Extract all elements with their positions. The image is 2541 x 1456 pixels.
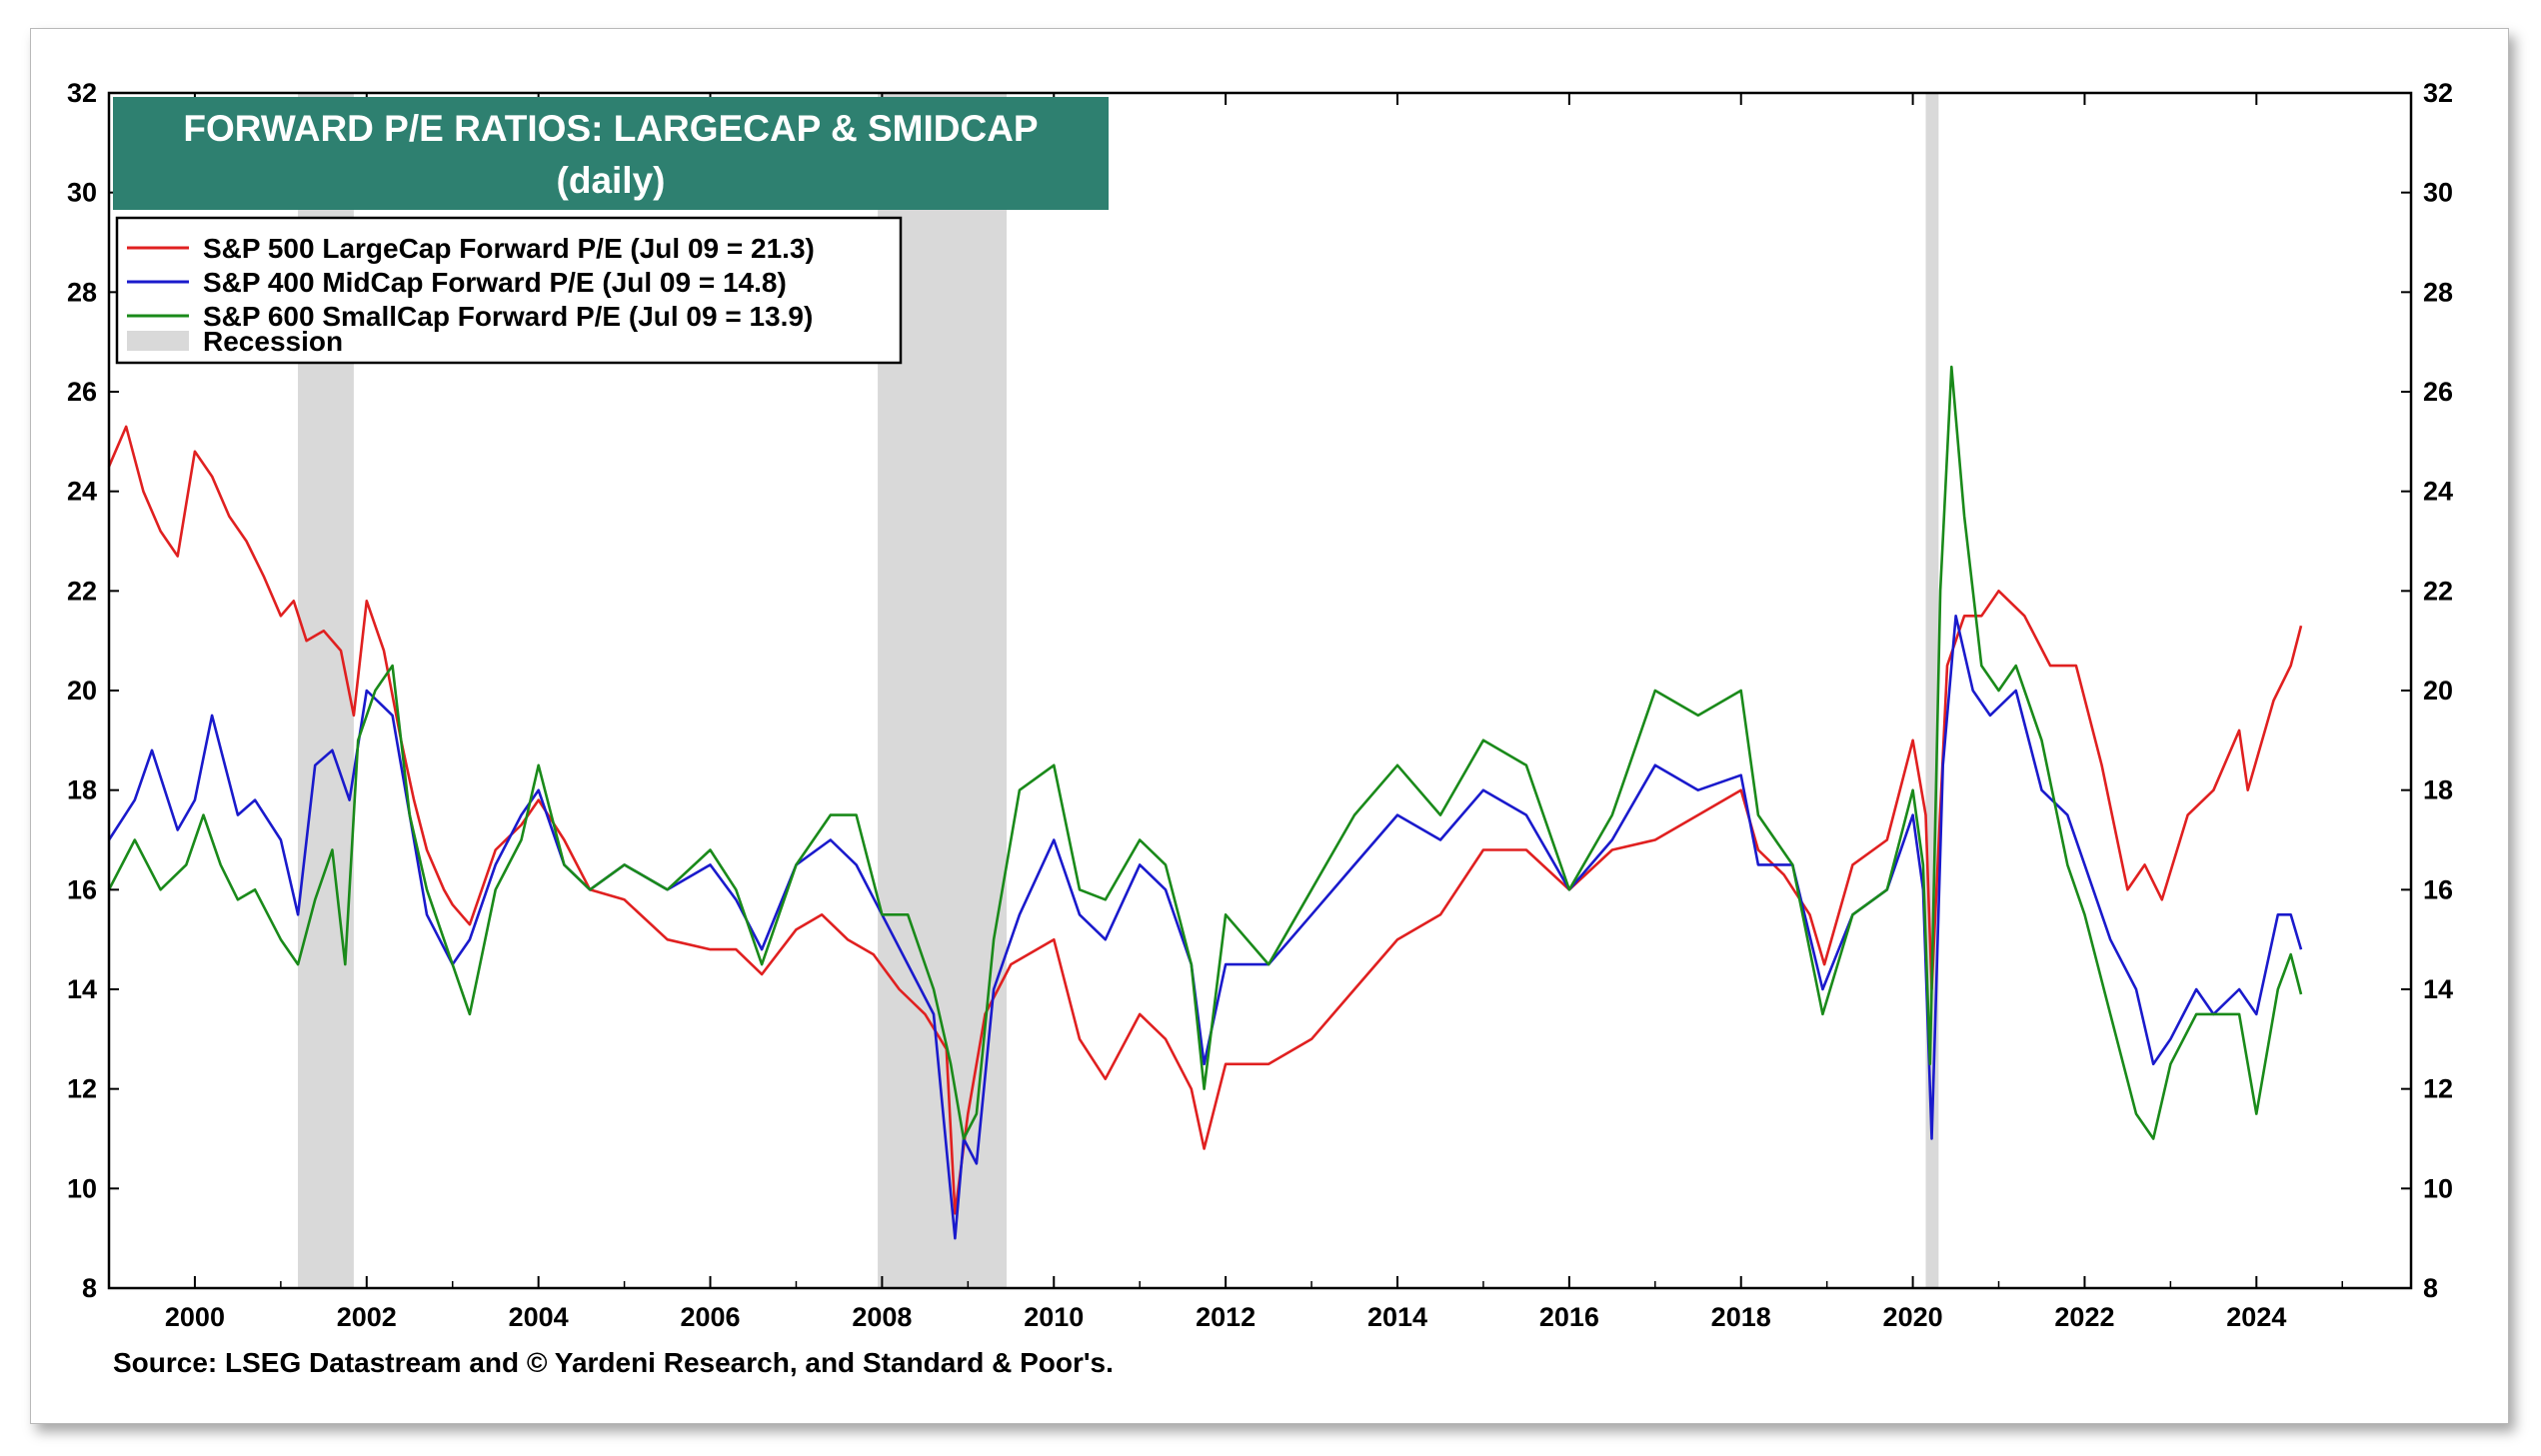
y-tick-label-right: 10 <box>2423 1173 2453 1203</box>
y-tick-label-left: 26 <box>67 377 97 407</box>
x-tick-label: 2010 <box>1024 1302 1084 1332</box>
y-tick-label-right: 28 <box>2423 277 2453 307</box>
y-tick-label-right: 30 <box>2423 178 2453 208</box>
x-tick-label: 2002 <box>337 1302 397 1332</box>
legend-label-2: S&P 400 MidCap Forward P/E (Jul 09 = 14.… <box>203 267 787 298</box>
legend-label-recession: Recession <box>203 326 343 357</box>
x-tick-label: 2014 <box>1367 1302 1427 1332</box>
series-line-2 <box>107 615 2303 1240</box>
y-tick-label-left: 14 <box>67 974 97 1004</box>
series-line-1 <box>107 425 2303 1215</box>
legend: S&P 500 LargeCap Forward P/E (Jul 09 = 2… <box>115 216 903 365</box>
y-tick-label-left: 12 <box>67 1074 97 1104</box>
y-tick-label-right: 14 <box>2423 974 2453 1004</box>
y-tick-label-right: 32 <box>2423 78 2453 108</box>
y-tick-label-left: 28 <box>67 277 97 307</box>
x-tick-label: 2006 <box>680 1302 740 1332</box>
y-tick-label-left: 30 <box>67 178 97 208</box>
y-tick-label-right: 12 <box>2423 1074 2453 1104</box>
y-tick-label-right: 22 <box>2423 576 2453 606</box>
y-tick-label-left: 24 <box>67 477 97 507</box>
title-box: FORWARD P/E RATIOS: LARGECAP & SMIDCAP (… <box>113 97 1109 210</box>
series-line-3 <box>107 365 2303 1140</box>
y-tick-label-right: 20 <box>2423 676 2453 706</box>
chart-frame: 8 8 10 10 12 12 14 14 16 16 18 18 20 20 22 22 24 24 26 26 28… <box>30 28 2509 1424</box>
x-tick-label: 2016 <box>1539 1302 1599 1332</box>
chart-title: FORWARD P/E RATIOS: LARGECAP & SMIDCAP <box>183 108 1038 149</box>
y-tick-label-right: 16 <box>2423 874 2453 904</box>
y-tick-label-right: 18 <box>2423 775 2453 805</box>
x-tick-label: 2004 <box>509 1302 569 1332</box>
chart-subtitle: (daily) <box>557 160 666 201</box>
y-tick-label-right: 24 <box>2423 477 2453 507</box>
x-tick-label: 2018 <box>1711 1302 1771 1332</box>
x-tick-label: 2020 <box>1883 1302 1943 1332</box>
x-tick-label: 2012 <box>1196 1302 1256 1332</box>
y-tick-label-right: 26 <box>2423 377 2453 407</box>
y-tick-label-left: 22 <box>67 576 97 606</box>
source-note: Source: LSEG Datastream and © Yardeni Re… <box>113 1347 1114 1378</box>
x-tick-label: 2022 <box>2054 1302 2114 1332</box>
y-tick-label-left: 20 <box>67 676 97 706</box>
legend-label-1: S&P 500 LargeCap Forward P/E (Jul 09 = 2… <box>203 233 815 264</box>
y-tick-label-left: 8 <box>82 1273 97 1303</box>
x-tick-label: 2000 <box>165 1302 225 1332</box>
y-tick-label-left: 32 <box>67 78 97 108</box>
x-tick-label: 2008 <box>852 1302 912 1332</box>
y-tick-label-left: 18 <box>67 775 97 805</box>
y-tick-label-left: 16 <box>67 874 97 904</box>
legend-label-3: S&P 600 SmallCap Forward P/E (Jul 09 = 1… <box>203 301 813 332</box>
series-lines <box>107 365 2303 1240</box>
y-tick-label-left: 10 <box>67 1173 97 1203</box>
y-tick-label-right: 8 <box>2423 1273 2438 1303</box>
x-tick-label: 2024 <box>2226 1302 2286 1332</box>
legend-swatch-recession <box>127 331 189 351</box>
